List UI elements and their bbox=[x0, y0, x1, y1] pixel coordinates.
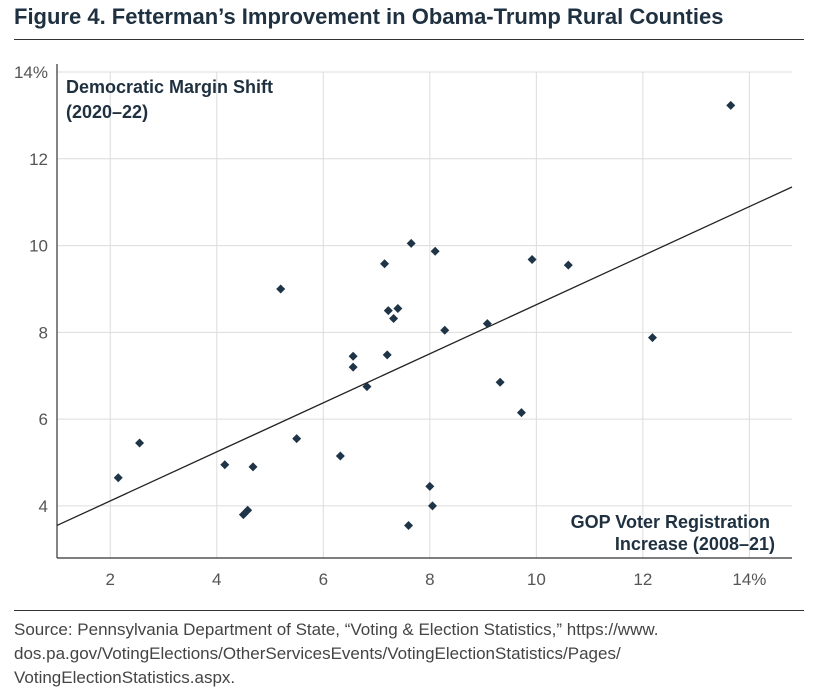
data-point bbox=[292, 434, 302, 444]
y-tick-label: 14% bbox=[14, 63, 48, 82]
data-point bbox=[248, 462, 258, 472]
data-point bbox=[430, 246, 440, 256]
x-axis-label: GOP Voter Registration Increase (2008–21… bbox=[571, 512, 775, 554]
data-point bbox=[516, 408, 526, 418]
trend-line bbox=[56, 186, 793, 527]
data-point bbox=[243, 505, 253, 515]
data-point bbox=[527, 254, 537, 264]
data-point bbox=[362, 382, 372, 392]
data-point bbox=[135, 438, 145, 448]
grid-lines bbox=[57, 71, 792, 558]
data-point bbox=[404, 520, 414, 530]
scatter-chart: 4 6 8 10 12 14% 2 4 6 8 10 12 14% Democratic Margin… bbox=[14, 63, 793, 589]
y-tick-label: 4 bbox=[39, 497, 48, 516]
y-axis-label-line: (2020–22) bbox=[66, 102, 148, 122]
data-point bbox=[383, 306, 393, 316]
data-point bbox=[276, 284, 286, 294]
data-point bbox=[406, 238, 416, 248]
x-tick-label: 12 bbox=[633, 570, 652, 589]
data-point bbox=[348, 362, 358, 372]
data-point bbox=[563, 260, 573, 270]
data-point bbox=[382, 350, 392, 360]
x-tick-labels: 2 4 6 8 10 12 14% bbox=[106, 570, 767, 589]
y-tick-label: 10 bbox=[29, 237, 48, 256]
data-point bbox=[348, 351, 358, 361]
y-tick-label: 8 bbox=[39, 323, 48, 342]
data-point bbox=[220, 460, 230, 470]
source-note: Source: Pennsylvania Department of State… bbox=[14, 618, 804, 690]
x-tick-label: 10 bbox=[527, 570, 546, 589]
data-point bbox=[393, 303, 403, 313]
data-point bbox=[380, 259, 390, 269]
x-tick-label: 6 bbox=[319, 570, 328, 589]
data-point bbox=[389, 313, 399, 323]
x-tick-label: 2 bbox=[106, 570, 115, 589]
source-line: dos.pa.gov/VotingElections/OtherServices… bbox=[14, 644, 621, 663]
title-divider bbox=[14, 39, 804, 40]
data-points bbox=[113, 100, 736, 530]
data-point bbox=[440, 325, 450, 335]
x-tick-label: 4 bbox=[212, 570, 221, 589]
y-tick-label: 6 bbox=[39, 410, 48, 429]
y-axis-label-line: Democratic Margin Shift bbox=[66, 77, 273, 97]
data-point bbox=[113, 473, 123, 483]
source-line: VotingElectionStatistics.aspx. bbox=[14, 668, 236, 687]
source-line: Source: Pennsylvania Department of State… bbox=[14, 620, 659, 639]
x-tick-label: 8 bbox=[425, 570, 434, 589]
data-point bbox=[427, 501, 437, 511]
y-tick-label: 12 bbox=[29, 150, 48, 169]
data-point bbox=[335, 451, 345, 461]
data-point bbox=[726, 100, 736, 110]
y-tick-labels: 4 6 8 10 12 14% bbox=[14, 63, 48, 516]
data-point bbox=[495, 377, 505, 387]
data-point bbox=[482, 319, 492, 329]
data-point bbox=[425, 481, 435, 491]
x-axis-label-line: Increase (2008–21) bbox=[615, 534, 775, 554]
x-axis-label-line: GOP Voter Registration bbox=[571, 512, 770, 532]
y-axis-label: Democratic Margin Shift (2020–22) bbox=[66, 77, 278, 122]
source-divider bbox=[14, 610, 804, 611]
x-tick-label: 14% bbox=[732, 570, 766, 589]
data-point bbox=[647, 333, 657, 343]
figure-title: Figure 4. Fetterman’s Improvement in Oba… bbox=[14, 4, 724, 29]
